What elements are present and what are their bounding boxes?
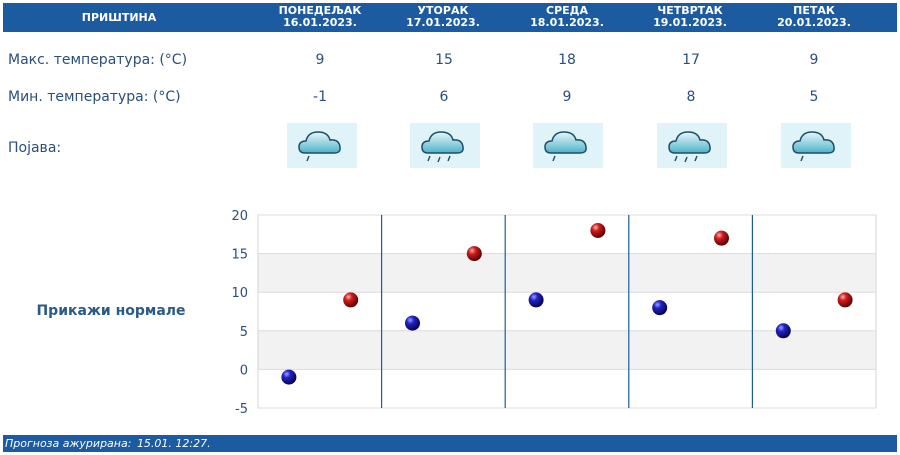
min-temp-point [775, 323, 791, 339]
day-header-4: ЧЕТВРТАК 19.01.2023. [635, 5, 745, 29]
max-temp-cell: 9 [315, 52, 325, 68]
forecast-footer: Прогноза ажурирана: 15.01. 12:27. [3, 435, 897, 452]
cloud-light-rain-icon [781, 123, 851, 168]
day-name: СРЕДА [546, 4, 588, 17]
min-temp-point [405, 315, 420, 331]
max-temp-point [590, 222, 606, 238]
plot-area [257, 214, 877, 409]
max-temp-point [343, 292, 359, 308]
min-temp-cell: 8 [686, 89, 696, 105]
cloud-light-rain-icon [287, 123, 357, 168]
day-date: 19.01.2023. [653, 16, 727, 29]
min-temp-point [652, 300, 668, 316]
min-temp-label: Мин. температура: (°C) [8, 89, 181, 105]
min-temp-point [281, 369, 297, 385]
day-header-1: ПОНЕДЕЉАК 16.01.2023. [265, 5, 375, 29]
max-temp-point [837, 292, 853, 308]
chart-band [258, 330, 876, 370]
day-name: УТОРАК [417, 4, 469, 17]
temperature-chart: 20 15 10 5 0 -5 [231, 209, 877, 417]
y-tick-label: 0 [240, 363, 248, 378]
y-tick-label: 15 [231, 248, 248, 263]
day-name: ПОНЕДЕЉАК [278, 4, 362, 17]
max-temp-cell: 15 [435, 52, 453, 68]
day-date: 20.01.2023. [777, 16, 851, 29]
min-temp-cell: 5 [809, 89, 819, 105]
max-temp-cell: 17 [682, 52, 700, 68]
city-name: ПРИШТИНА [81, 11, 157, 24]
chart-band [258, 253, 876, 293]
day-name: ЧЕТВРТАК [657, 4, 723, 17]
cloud-rain-icon [410, 123, 480, 168]
day-name: ПЕТАК [793, 4, 835, 17]
show-normals-link[interactable]: Прикажи нормале [36, 303, 186, 319]
day-header-2: УТОРАК 17.01.2023. [388, 5, 498, 29]
day-date: 17.01.2023. [406, 16, 480, 29]
day-date: 18.01.2023. [530, 16, 604, 29]
y-tick-label: -5 [235, 402, 248, 417]
min-temp-cell: -1 [313, 89, 327, 105]
min-temp-point [528, 292, 544, 308]
day-header-5: ПЕТАК 20.01.2023. [759, 5, 869, 29]
cloud-light-rain-icon [533, 123, 603, 168]
phenomenon-label: Појава: [8, 140, 62, 156]
updated-value: 15.01. 12:27. [136, 437, 211, 450]
y-tick-label: 5 [240, 325, 248, 340]
day-header-3: СРЕДА 18.01.2023. [512, 5, 622, 29]
cloud-rain-icon [657, 123, 727, 168]
max-temp-label: Макс. температура: (°C) [8, 52, 188, 68]
max-temp-point [466, 246, 482, 262]
y-tick-label: 10 [231, 286, 248, 301]
min-temp-cell: 6 [439, 89, 449, 105]
max-temp-point [714, 230, 729, 246]
updated-label: Прогноза ажурирана: [5, 437, 132, 450]
max-temp-cell: 9 [809, 52, 819, 68]
min-temp-cell: 9 [562, 89, 572, 105]
day-date: 16.01.2023. [283, 16, 357, 29]
y-tick-label: 20 [231, 209, 248, 224]
forecast-header: ПРИШТИНА ПОНЕДЕЉАК 16.01.2023. УТОРАК 17… [3, 3, 897, 32]
max-temp-cell: 18 [558, 52, 576, 68]
